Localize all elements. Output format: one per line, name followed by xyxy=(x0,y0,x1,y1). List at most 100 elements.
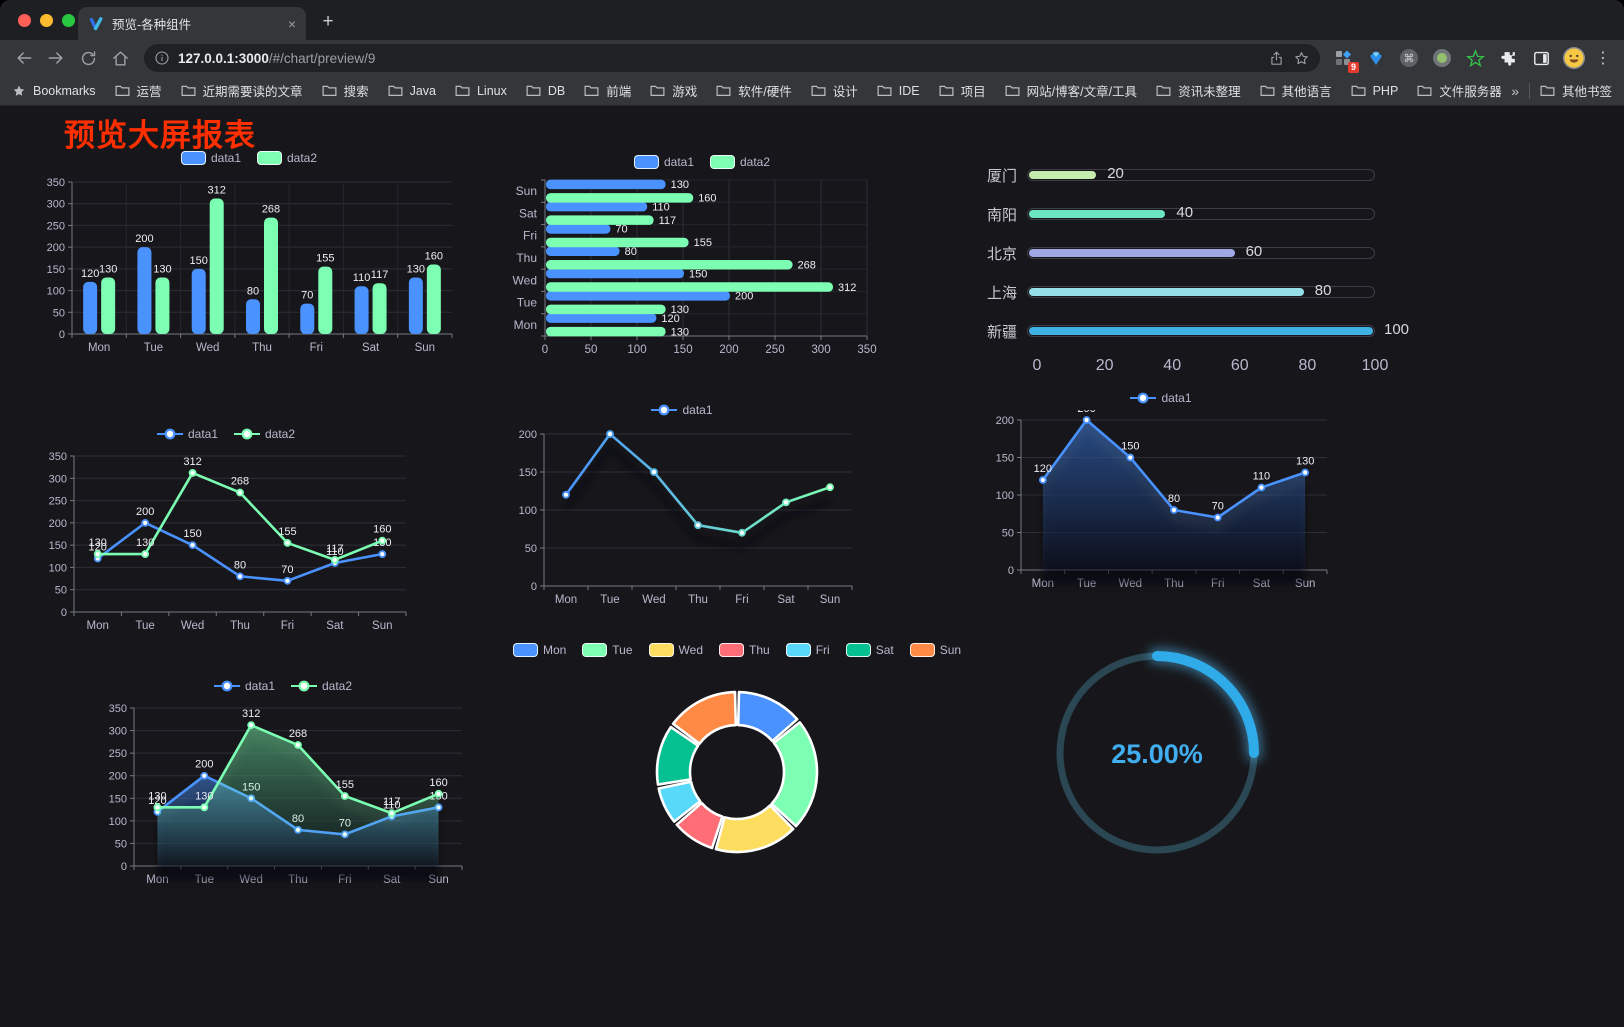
bookmark-folder[interactable]: 近期需要读的文章 xyxy=(181,81,303,100)
svg-text:Mon: Mon xyxy=(555,594,577,606)
legend-item[interactable]: Wed xyxy=(648,643,703,657)
folder-icon xyxy=(181,85,196,96)
svg-text:Mon: Mon xyxy=(514,318,537,332)
bookmark-folder[interactable]: Linux xyxy=(455,81,507,100)
bookmark-folder[interactable]: 游戏 xyxy=(650,81,697,100)
legend-item[interactable]: Fri xyxy=(785,643,830,657)
svg-text:110: 110 xyxy=(326,546,344,558)
progress-row: 北京 60 xyxy=(975,240,1375,266)
back-button[interactable] xyxy=(10,44,38,72)
legend-item[interactable]: data1 xyxy=(1130,391,1192,405)
legend-item[interactable]: Thu xyxy=(719,643,770,657)
svg-text:200: 200 xyxy=(49,518,67,530)
chart-legend: data1 xyxy=(985,388,1337,408)
svg-text:70: 70 xyxy=(1212,501,1224,513)
record-extension-icon[interactable] xyxy=(1429,45,1455,71)
legend-item[interactable]: data1 xyxy=(213,679,275,693)
legend-item[interactable]: Tue xyxy=(582,643,633,657)
grid-extension-icon[interactable]: 9 xyxy=(1330,45,1359,73)
bookmark-folder[interactable]: 资讯未整理 xyxy=(1156,81,1241,100)
bookmark-folder[interactable]: PHP xyxy=(1351,81,1398,100)
bookmark-folder[interactable]: 软件/硬件 xyxy=(716,81,792,100)
window-minimize-button[interactable] xyxy=(40,14,53,27)
extensions-area: 9 ⌘ ⋮ xyxy=(1330,45,1614,73)
folder-icon xyxy=(1351,85,1366,96)
bookmark-folder[interactable]: 文件服务器 xyxy=(1417,81,1502,100)
svg-text:130: 130 xyxy=(136,537,154,549)
legend-item[interactable]: Sat xyxy=(845,643,894,657)
svg-text:155: 155 xyxy=(316,253,334,265)
new-tab-button[interactable]: + xyxy=(322,11,334,32)
bookmark-folder[interactable]: 搜索 xyxy=(322,81,369,100)
svg-text:Sat: Sat xyxy=(519,206,538,220)
svg-text:Tue: Tue xyxy=(144,342,163,354)
svg-text:130: 130 xyxy=(195,790,213,802)
bookmark-star-icon[interactable] xyxy=(1293,50,1310,67)
legend-item[interactable]: data2 xyxy=(234,427,295,441)
legend-item[interactable]: data1 xyxy=(651,403,713,417)
bookmark-folder[interactable]: IDE xyxy=(877,81,920,100)
progress-label: 厦门 xyxy=(986,167,1017,185)
legend-item[interactable]: data1 xyxy=(156,427,218,441)
forward-button[interactable] xyxy=(42,44,70,72)
profile-avatar[interactable] xyxy=(1561,45,1587,71)
extensions-puzzle-icon[interactable] xyxy=(1495,45,1521,71)
bookmark-folder[interactable]: 运营 xyxy=(115,81,162,100)
svg-text:120: 120 xyxy=(148,795,166,807)
bookmarks-list: Bookmarks 运营 近期需要读的文章 搜索 Java Linux DB 前端 游戏 软件/… xyxy=(12,81,1503,100)
svg-text:130: 130 xyxy=(148,790,166,802)
green-star-extension-icon[interactable] xyxy=(1462,45,1488,71)
legend-item[interactable]: Sun xyxy=(909,643,961,657)
bookmark-folder[interactable]: 网站/博客/文章/工具 xyxy=(1005,81,1137,100)
progress-fill xyxy=(1029,249,1235,257)
share-icon[interactable] xyxy=(1268,50,1285,67)
window-close-button[interactable] xyxy=(18,14,31,27)
bookmarks-root[interactable]: Bookmarks xyxy=(12,84,96,98)
bookmark-folder[interactable]: 项目 xyxy=(939,81,986,100)
address-bar[interactable]: 127.0.0.1:3000/#/chart/preview/9 xyxy=(144,44,1320,72)
svg-text:Mon: Mon xyxy=(87,620,109,632)
progress-row: 厦门 20 xyxy=(975,162,1375,188)
bookmark-folder[interactable]: 其他语言 xyxy=(1260,81,1332,100)
legend-item[interactable]: data2 xyxy=(710,155,770,169)
legend-item[interactable]: data2 xyxy=(291,679,352,693)
info-icon[interactable] xyxy=(154,50,170,66)
svg-text:80: 80 xyxy=(234,559,246,571)
folder-icon xyxy=(877,85,892,96)
svg-text:Tue: Tue xyxy=(517,296,538,310)
home-button[interactable] xyxy=(106,44,134,72)
bookmark-folder[interactable]: 设计 xyxy=(811,81,858,100)
window-maximize-button[interactable] xyxy=(62,14,75,27)
folder-icon xyxy=(1417,85,1432,96)
bookmark-folder[interactable]: 前端 xyxy=(584,81,631,100)
reload-button[interactable] xyxy=(74,44,102,72)
progress-row: 上海 80 xyxy=(975,279,1375,305)
svg-text:0: 0 xyxy=(1008,565,1014,577)
svg-text:300: 300 xyxy=(47,199,65,211)
progress-fill xyxy=(1029,288,1304,296)
svg-text:100: 100 xyxy=(996,490,1014,502)
bookmark-folder[interactable]: Java xyxy=(388,81,436,100)
legend-item[interactable]: data1 xyxy=(180,151,241,165)
legend-item[interactable]: data1 xyxy=(633,155,694,169)
sidebar-icon[interactable] xyxy=(1528,45,1554,71)
browser-tab[interactable]: 预览-各种组件 × xyxy=(78,7,306,40)
other-bookmarks-folder[interactable]: 其他书签 xyxy=(1540,81,1612,100)
svg-text:300: 300 xyxy=(49,473,67,485)
legend-item[interactable]: data2 xyxy=(257,151,317,165)
bookmarks-overflow-chevron[interactable]: » xyxy=(1511,82,1519,99)
svg-text:150: 150 xyxy=(49,540,67,552)
donut-svg xyxy=(655,690,819,854)
svg-text:110: 110 xyxy=(652,201,670,213)
bookmark-folder[interactable]: DB xyxy=(526,81,565,100)
tab-favicon xyxy=(89,16,103,30)
svg-text:Thu: Thu xyxy=(688,594,708,606)
svg-text:120: 120 xyxy=(1034,463,1052,475)
svg-text:130: 130 xyxy=(671,179,689,191)
gem-extension-icon[interactable] xyxy=(1363,45,1389,71)
legend-item[interactable]: Mon xyxy=(512,643,566,657)
svg-text:150: 150 xyxy=(183,528,201,540)
menu-icon[interactable]: ⋮ xyxy=(1595,50,1611,67)
tab-close-icon[interactable]: × xyxy=(287,15,296,32)
command-extension-icon[interactable]: ⌘ xyxy=(1396,45,1422,71)
